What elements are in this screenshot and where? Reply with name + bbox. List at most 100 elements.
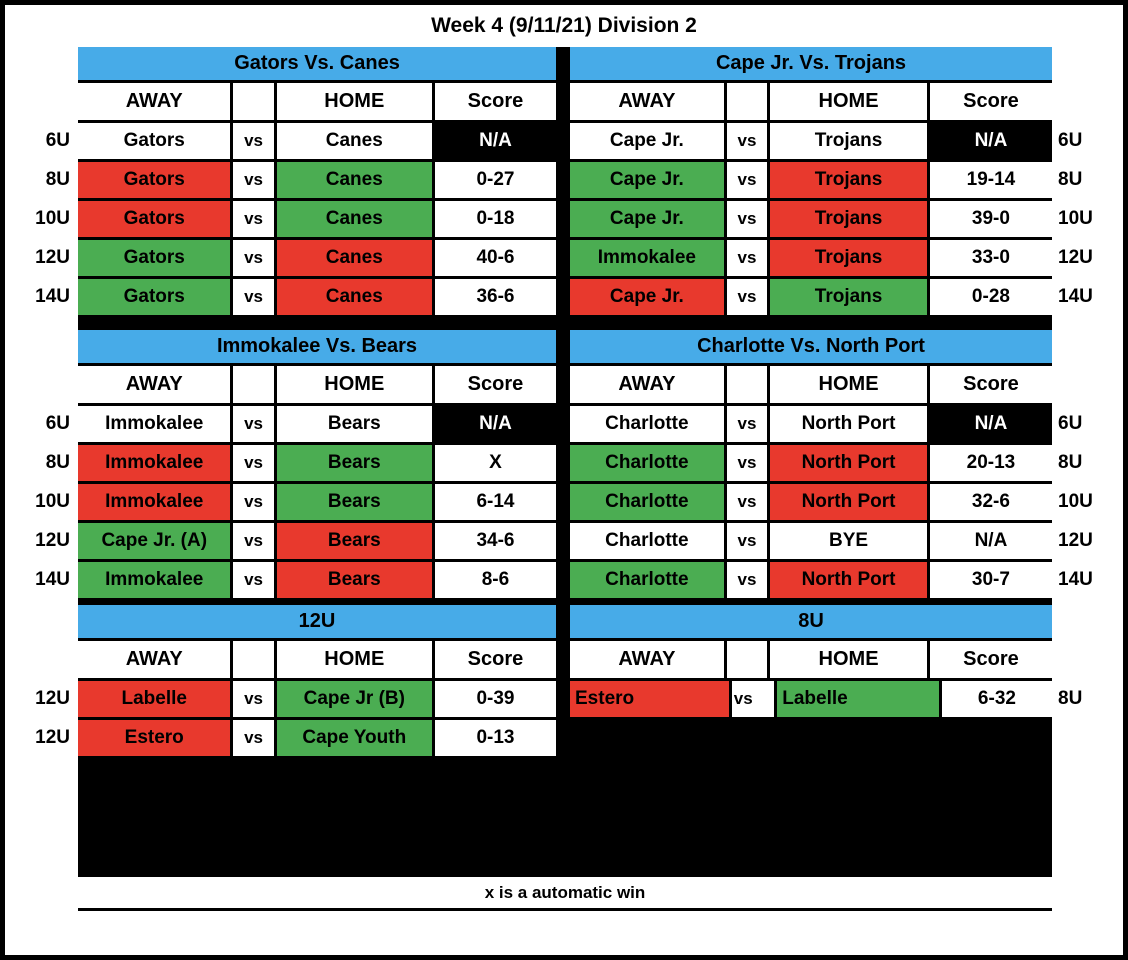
- score-column-header[interactable]: Score: [929, 641, 1052, 678]
- home-team-cell[interactable]: Canes: [276, 162, 432, 198]
- score-cell[interactable]: 8-6: [434, 562, 556, 598]
- home-team-cell[interactable]: Bears: [276, 523, 432, 559]
- section-title[interactable]: 12U: [78, 605, 556, 638]
- score-cell[interactable]: 32-6: [929, 484, 1052, 520]
- vs-cell[interactable]: vs: [726, 162, 768, 198]
- score-cell[interactable]: 40-6: [434, 240, 556, 276]
- vs-column-header[interactable]: [726, 641, 768, 678]
- section-title[interactable]: Gators Vs. Canes: [78, 47, 556, 80]
- away-team-cell[interactable]: Estero: [570, 681, 729, 717]
- away-team-cell[interactable]: Immokalee: [78, 445, 231, 481]
- vs-column-header[interactable]: [726, 83, 768, 120]
- score-column-header[interactable]: Score: [929, 366, 1052, 403]
- vs-cell[interactable]: vs: [233, 201, 274, 237]
- vs-cell[interactable]: vs: [726, 484, 768, 520]
- home-team-cell[interactable]: North Port: [770, 484, 927, 520]
- score-cell[interactable]: 33-0: [929, 240, 1052, 276]
- away-team-cell[interactable]: Immokalee: [78, 484, 231, 520]
- vs-cell[interactable]: vs: [726, 240, 768, 276]
- vs-cell[interactable]: vs: [233, 162, 274, 198]
- score-cell[interactable]: 39-0: [929, 201, 1052, 237]
- away-team-cell[interactable]: Gators: [78, 162, 231, 198]
- away-team-cell[interactable]: Cape Jr.: [570, 123, 724, 159]
- away-team-cell[interactable]: Charlotte: [570, 562, 724, 598]
- home-team-cell[interactable]: Bears: [276, 445, 432, 481]
- away-team-cell[interactable]: Charlotte: [570, 445, 724, 481]
- vs-column-header[interactable]: [233, 83, 274, 120]
- section-title[interactable]: Charlotte Vs. North Port: [570, 330, 1052, 363]
- vs-cell[interactable]: vs: [233, 406, 274, 442]
- away-team-cell[interactable]: Cape Jr. (A): [78, 523, 231, 559]
- vs-cell[interactable]: vs: [233, 445, 274, 481]
- vs-cell[interactable]: vs: [726, 406, 768, 442]
- home-team-cell[interactable]: Trojans: [770, 162, 927, 198]
- score-cell[interactable]: N/A: [929, 406, 1052, 442]
- vs-cell[interactable]: vs: [233, 279, 274, 315]
- vs-cell[interactable]: vs: [726, 201, 768, 237]
- away-column-header[interactable]: AWAY: [78, 366, 231, 403]
- score-cell[interactable]: 0-27: [434, 162, 556, 198]
- away-team-cell[interactable]: Gators: [78, 279, 231, 315]
- score-column-header[interactable]: Score: [434, 366, 556, 403]
- vs-cell[interactable]: vs: [726, 562, 768, 598]
- home-team-cell[interactable]: Canes: [276, 279, 432, 315]
- home-team-cell[interactable]: Trojans: [770, 279, 927, 315]
- away-column-header[interactable]: AWAY: [78, 83, 231, 120]
- away-team-cell[interactable]: Gators: [78, 123, 231, 159]
- score-cell[interactable]: N/A: [929, 123, 1052, 159]
- home-team-cell[interactable]: Trojans: [770, 201, 927, 237]
- home-column-header[interactable]: HOME: [770, 641, 927, 678]
- vs-cell[interactable]: vs: [731, 681, 775, 717]
- score-cell[interactable]: 0-28: [929, 279, 1052, 315]
- away-team-cell[interactable]: Estero: [78, 720, 231, 756]
- vs-cell[interactable]: vs: [233, 523, 274, 559]
- vs-cell[interactable]: vs: [726, 445, 768, 481]
- score-column-header[interactable]: Score: [434, 641, 556, 678]
- score-cell[interactable]: 19-14: [929, 162, 1052, 198]
- away-team-cell[interactable]: Charlotte: [570, 523, 724, 559]
- score-cell[interactable]: N/A: [434, 406, 556, 442]
- away-team-cell[interactable]: Labelle: [78, 681, 231, 717]
- home-team-cell[interactable]: Canes: [276, 123, 432, 159]
- home-team-cell[interactable]: Cape Jr (B): [276, 681, 432, 717]
- vs-cell[interactable]: vs: [233, 240, 274, 276]
- score-column-header[interactable]: Score: [434, 83, 556, 120]
- home-column-header[interactable]: HOME: [770, 83, 927, 120]
- score-cell[interactable]: 34-6: [434, 523, 556, 559]
- away-team-cell[interactable]: Immokalee: [570, 240, 724, 276]
- home-column-header[interactable]: HOME: [770, 366, 927, 403]
- score-cell[interactable]: 0-18: [434, 201, 556, 237]
- home-team-cell[interactable]: Cape Youth: [276, 720, 432, 756]
- vs-cell[interactable]: vs: [726, 279, 768, 315]
- home-team-cell[interactable]: Bears: [276, 406, 432, 442]
- home-team-cell[interactable]: Bears: [276, 562, 432, 598]
- away-team-cell[interactable]: Cape Jr.: [570, 162, 724, 198]
- vs-column-header[interactable]: [233, 366, 274, 403]
- section-title[interactable]: 8U: [570, 605, 1052, 638]
- home-team-cell[interactable]: Trojans: [770, 123, 927, 159]
- score-cell[interactable]: N/A: [929, 523, 1052, 559]
- away-column-header[interactable]: AWAY: [570, 366, 724, 403]
- score-cell[interactable]: 0-13: [434, 720, 556, 756]
- away-team-cell[interactable]: Immokalee: [78, 406, 231, 442]
- away-team-cell[interactable]: Charlotte: [570, 484, 724, 520]
- score-cell[interactable]: 0-39: [434, 681, 556, 717]
- home-team-cell[interactable]: Trojans: [770, 240, 927, 276]
- score-cell[interactable]: X: [434, 445, 556, 481]
- away-team-cell[interactable]: Gators: [78, 201, 231, 237]
- vs-cell[interactable]: vs: [726, 123, 768, 159]
- vs-column-header[interactable]: [726, 366, 768, 403]
- away-column-header[interactable]: AWAY: [570, 641, 724, 678]
- home-column-header[interactable]: HOME: [276, 83, 432, 120]
- section-title[interactable]: Cape Jr. Vs. Trojans: [570, 47, 1052, 80]
- vs-cell[interactable]: vs: [726, 523, 768, 559]
- score-cell[interactable]: N/A: [434, 123, 556, 159]
- section-title[interactable]: Immokalee Vs. Bears: [78, 330, 556, 363]
- home-team-cell[interactable]: BYE: [770, 523, 927, 559]
- home-team-cell[interactable]: North Port: [770, 406, 927, 442]
- vs-cell[interactable]: vs: [233, 720, 274, 756]
- home-team-cell[interactable]: Labelle: [777, 681, 939, 717]
- score-column-header[interactable]: Score: [929, 83, 1052, 120]
- away-team-cell[interactable]: Cape Jr.: [570, 279, 724, 315]
- away-team-cell[interactable]: Immokalee: [78, 562, 231, 598]
